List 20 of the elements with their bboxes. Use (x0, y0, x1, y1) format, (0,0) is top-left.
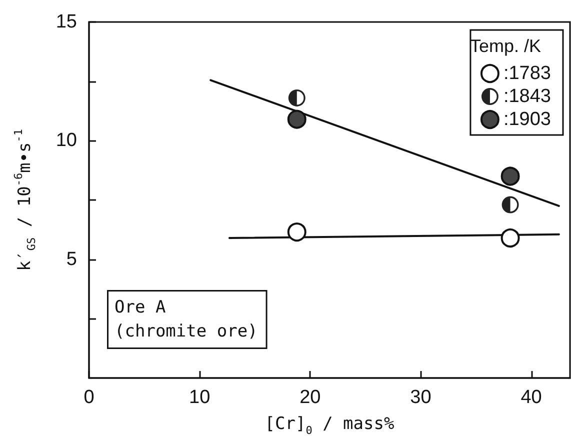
annotation: Ore A (chromite ore) (114, 298, 258, 342)
y-axis-title: k′GS / 10-6m•s-1 (12, 128, 38, 272)
x-tick-label: 20 (300, 387, 321, 408)
x-tick-label: 10 (189, 387, 210, 408)
y-tick-label: 10 (56, 130, 77, 152)
legend-label: :1783 (503, 63, 551, 84)
y-tick-label: 15 (56, 12, 77, 32)
point (500, 228, 520, 248)
x-tick-label: 30 (410, 387, 432, 408)
point (500, 166, 520, 186)
y-tick-label: 5 (66, 248, 77, 270)
point (502, 196, 519, 214)
point (288, 89, 306, 106)
point (287, 110, 306, 129)
legend-title: Temp. /K (470, 36, 542, 56)
x-tick-label: 40 (520, 387, 542, 408)
legend-label: :1903 (503, 109, 551, 130)
point (287, 222, 306, 242)
x-tick-label: 0 (84, 387, 94, 408)
legend-label: :1843 (503, 86, 551, 107)
